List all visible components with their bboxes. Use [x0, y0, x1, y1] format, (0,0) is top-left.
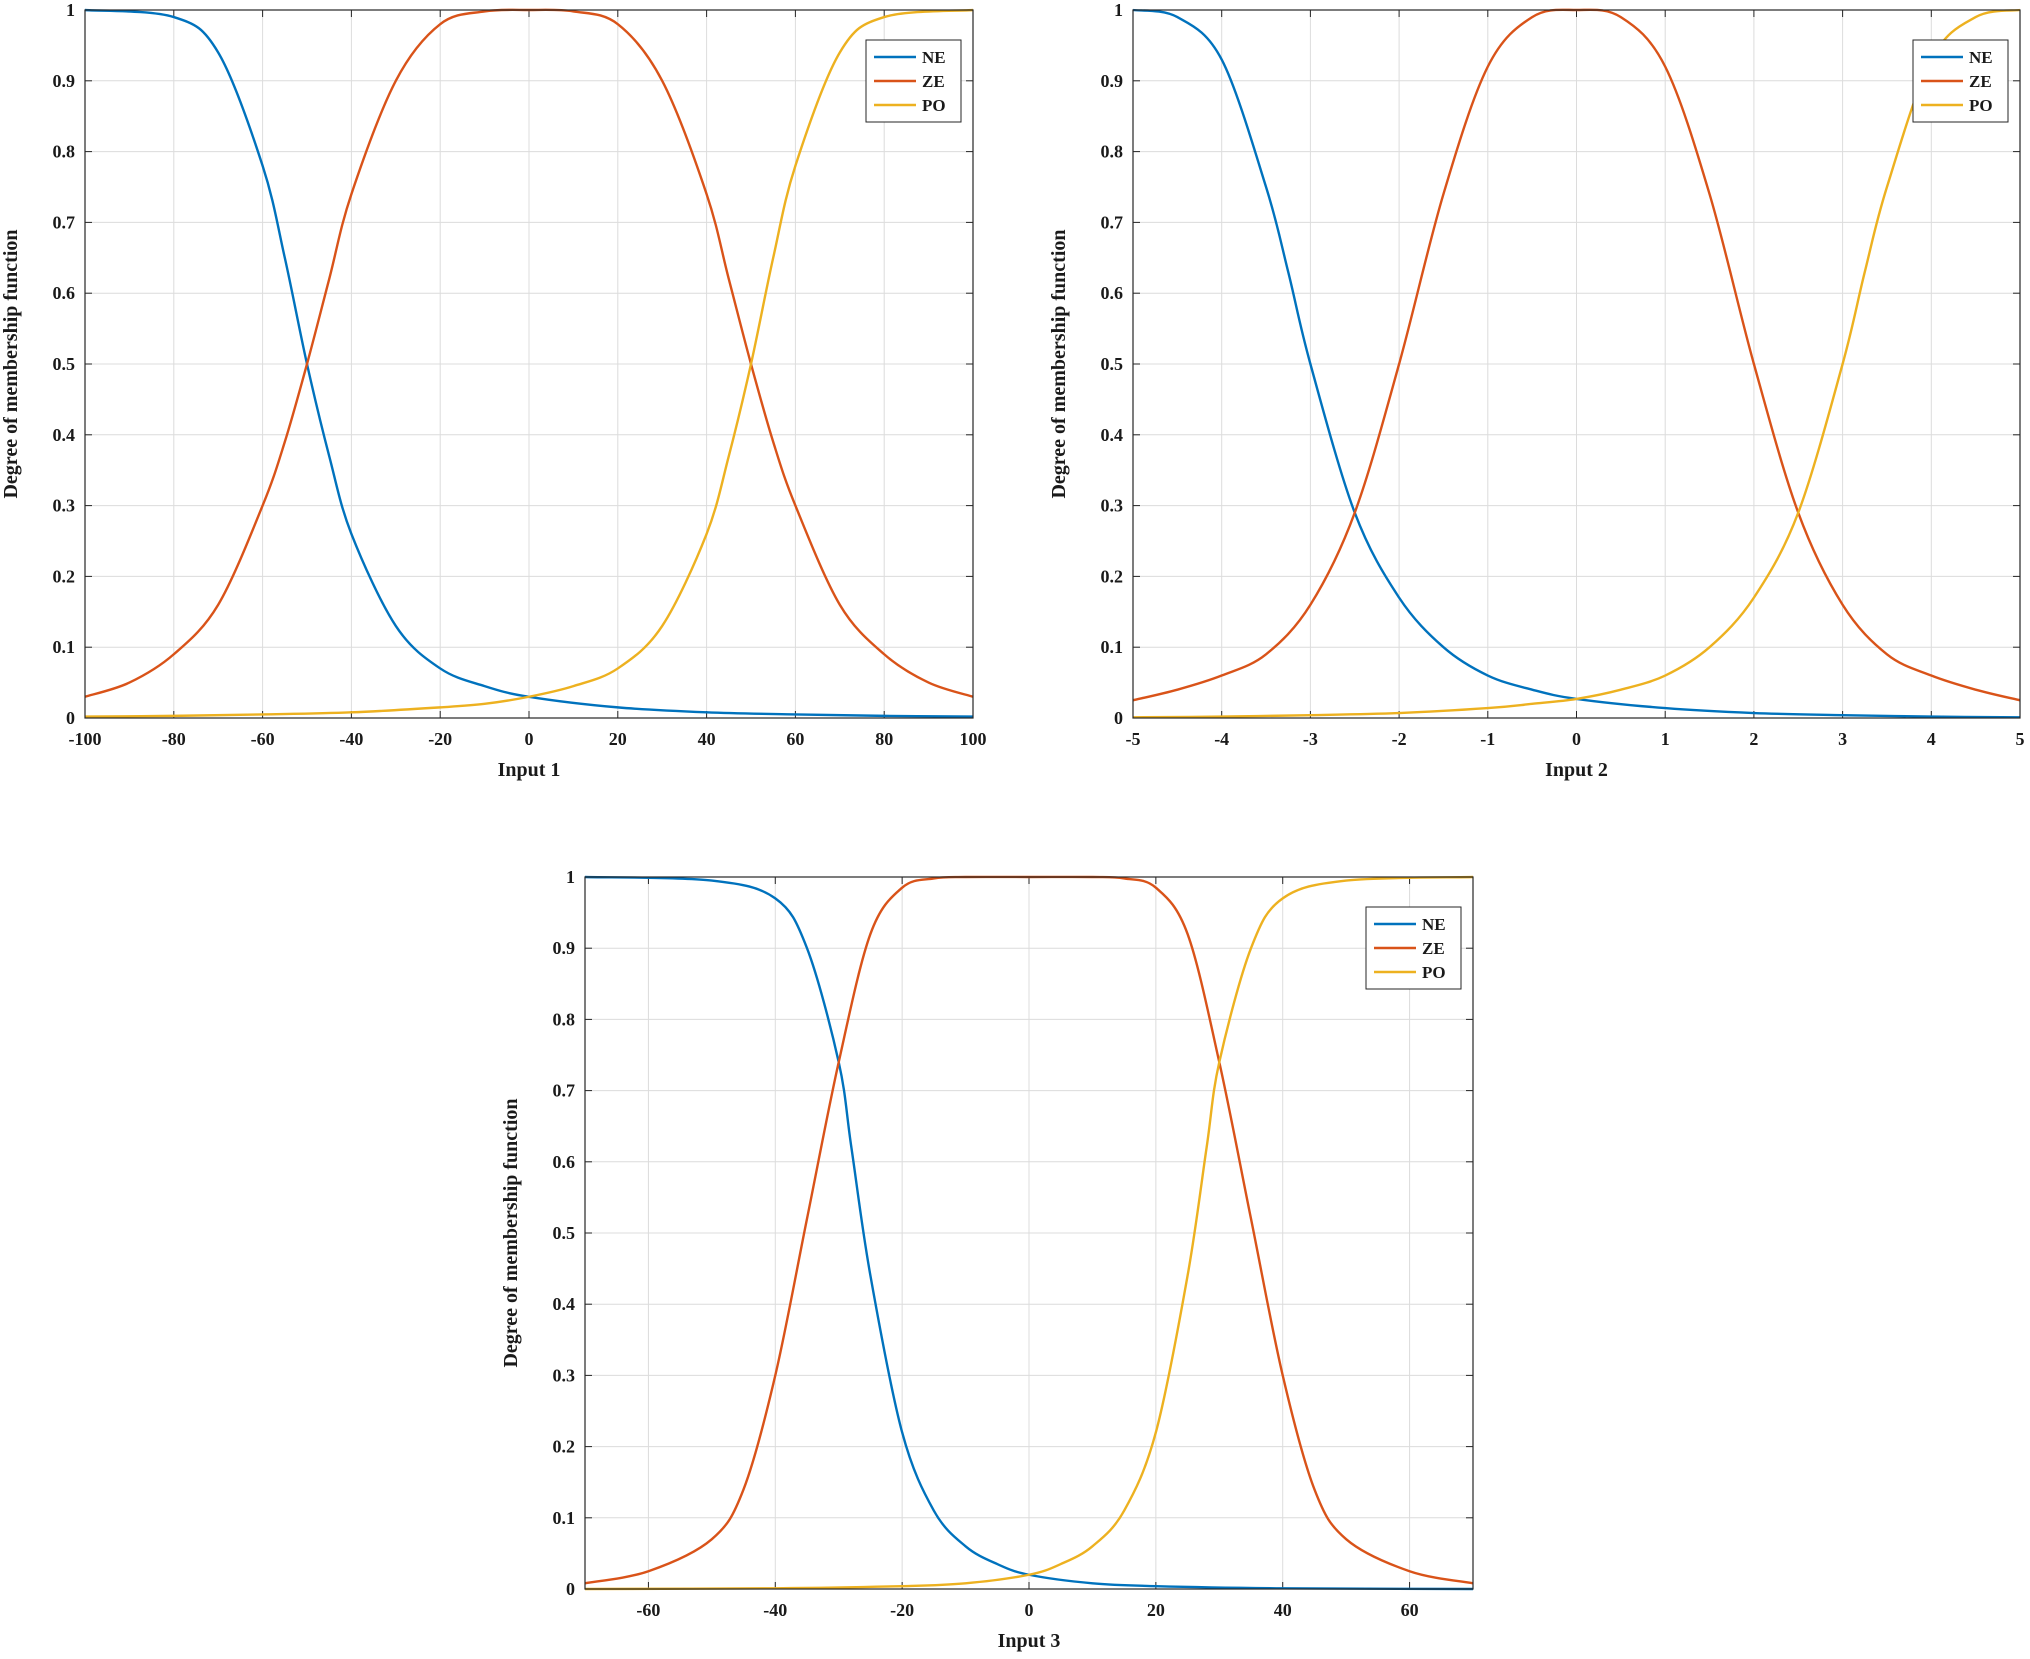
axes-frame: [584, 876, 1474, 1590]
y-tick-label: 0.4: [53, 425, 76, 445]
x-tick-label: 1: [1661, 729, 1670, 749]
y-tick-label: 0.5: [553, 1223, 576, 1243]
x-tick-label: 0: [525, 729, 534, 749]
legend-label-ne: NE: [1969, 48, 1993, 67]
x-tick-label: 0: [1572, 729, 1581, 749]
series-line-po: [84, 8, 974, 718]
x-tick-label: -60: [251, 729, 275, 749]
legend: NE ZE PO: [865, 39, 962, 123]
x-tick-label: 4: [1927, 729, 1936, 749]
y-tick-label: 0.9: [553, 938, 576, 958]
y-axis-label: Degree of membership function: [1048, 229, 1070, 498]
series-line-ne: [584, 875, 1474, 1591]
x-axis-label: Input 3: [998, 1630, 1061, 1652]
x-tick-label: 5: [2016, 729, 2025, 749]
x-tick-label: -80: [162, 729, 186, 749]
y-tick-label: 0.4: [1101, 425, 1124, 445]
x-tick-label: -100: [69, 729, 102, 749]
legend-label-po: PO: [922, 96, 946, 115]
x-tick-label: 100: [960, 729, 987, 749]
x-tick-label: -40: [763, 1600, 787, 1620]
y-tick-label: 0.4: [553, 1294, 576, 1314]
x-tick-label: -60: [636, 1600, 660, 1620]
legend-label-po: PO: [1422, 963, 1446, 982]
x-tick-label: -1: [1480, 729, 1495, 749]
x-tick-label: 60: [1401, 1600, 1419, 1620]
x-tick-label: 2: [1749, 729, 1758, 749]
y-tick-label: 1: [66, 0, 75, 20]
x-tick-label: 60: [786, 729, 804, 749]
y-tick-label: 0.7: [53, 212, 76, 232]
y-tick-label: 0.6: [1101, 283, 1124, 303]
x-tick-label: 80: [875, 729, 893, 749]
x-tick-label: 40: [698, 729, 716, 749]
legend-label-ze: ZE: [922, 72, 945, 91]
y-tick-label: 0.8: [1101, 142, 1124, 162]
axes-frame: [84, 9, 974, 719]
x-axis-label: Input 2: [1545, 759, 1608, 781]
x-tick-label: 20: [609, 729, 627, 749]
legend-label-ne: NE: [922, 48, 946, 67]
y-tick-label: 0.8: [53, 142, 76, 162]
series-line-po: [584, 875, 1474, 1591]
y-tick-label: 0.6: [553, 1152, 576, 1172]
legend-label-ze: ZE: [1422, 939, 1445, 958]
y-tick-label: 0.9: [53, 71, 76, 91]
y-tick-label: 0.7: [553, 1081, 576, 1101]
y-tick-label: 0.1: [553, 1508, 576, 1528]
y-tick-label: 0.1: [1101, 637, 1124, 657]
legend-label-ze: ZE: [1969, 72, 1992, 91]
y-tick-label: 0.3: [553, 1365, 576, 1385]
y-tick-label: 1: [1114, 0, 1123, 20]
x-tick-label: 20: [1147, 1600, 1165, 1620]
y-tick-label: 0.2: [553, 1437, 576, 1457]
axes-frame: [1132, 9, 2021, 719]
y-tick-label: 0.2: [1101, 566, 1124, 586]
y-axis-label: Degree of membership function: [0, 229, 22, 498]
y-tick-label: 0.5: [53, 354, 76, 374]
chart-panel-3: -60 -40 -20 0 20 40 60 0 0.1 0.2 0.3 0.4 0.5 0.6 0.7 0.…: [500, 867, 1474, 1652]
legend-label-po: PO: [1969, 96, 1993, 115]
y-tick-label: 0.9: [1101, 71, 1124, 91]
x-tick-label: 40: [1274, 1600, 1292, 1620]
x-tick-label: -20: [890, 1600, 914, 1620]
y-tick-label: 1: [566, 867, 575, 887]
x-tick-label: -5: [1126, 729, 1141, 749]
y-tick-label: 0.7: [1101, 212, 1124, 232]
x-tick-label: -3: [1303, 729, 1318, 749]
series-line-ne: [1132, 8, 2021, 719]
legend: NE ZE PO: [1365, 906, 1462, 990]
legend-label-ne: NE: [1422, 915, 1446, 934]
x-tick-label: 3: [1838, 729, 1847, 749]
y-tick-label: 0.2: [53, 566, 76, 586]
y-tick-label: 0.1: [53, 637, 76, 657]
y-tick-label: 0: [1114, 708, 1123, 728]
x-tick-label: -4: [1214, 729, 1229, 749]
series-line-po: [1132, 8, 2021, 719]
chart-panel-1: -100 -80 -60 -40 -20 0 20 40 60 80 100 0 0.1 0.2 0.3 0.…: [0, 0, 987, 781]
y-tick-label: 0.6: [53, 283, 76, 303]
series-line-ne: [84, 8, 974, 718]
y-tick-label: 0.3: [1101, 496, 1124, 516]
x-tick-label: -40: [339, 729, 363, 749]
y-tick-label: 0.3: [53, 496, 76, 516]
y-tick-label: 0: [566, 1579, 575, 1599]
x-axis-label: Input 1: [498, 759, 561, 781]
x-tick-label: -2: [1392, 729, 1407, 749]
legend: NE ZE PO: [1912, 39, 2009, 123]
x-tick-label: -20: [428, 729, 452, 749]
y-axis-label: Degree of membership function: [500, 1098, 522, 1367]
chart-panel-2: -5 -4 -3 -2 -1 0 1 2 3 4 5 0 0.1 0.2 0.3 0.4 0.5 0.6 0.7 0.…: [1048, 0, 2025, 781]
y-tick-label: 0.5: [1101, 354, 1124, 374]
y-tick-label: 0: [66, 708, 75, 728]
x-tick-label: 0: [1025, 1600, 1034, 1620]
y-tick-label: 0.8: [553, 1009, 576, 1029]
